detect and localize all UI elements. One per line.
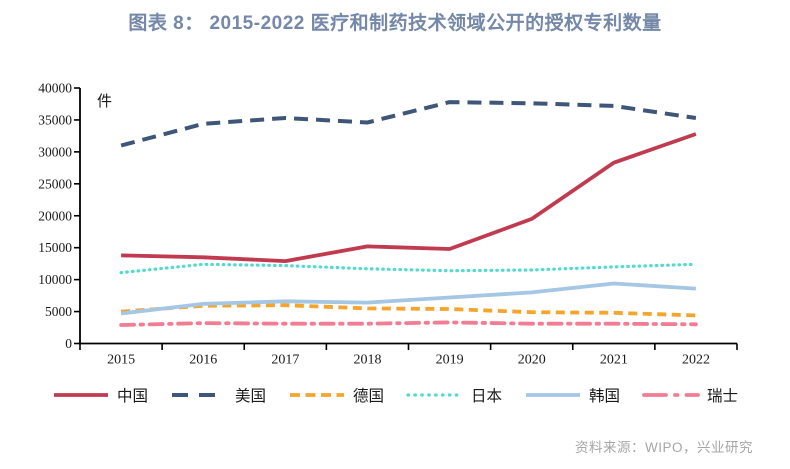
legend-label: 日本 <box>471 388 503 405</box>
legend-label: 韩国 <box>589 388 621 405</box>
x-axis-year-label: 2021 <box>600 353 628 368</box>
y-axis-tick-label: 0 <box>65 336 72 351</box>
legend-swatch <box>171 393 226 397</box>
legend: 中国 美国 德国 日本 韩国 瑞士 <box>30 384 760 406</box>
series-line-韩国 <box>120 281 697 316</box>
unit-label: 件 <box>97 94 113 110</box>
legend-swatch <box>642 393 700 397</box>
legend-swatch <box>526 393 581 397</box>
x-axis-year-label: 2022 <box>682 353 710 368</box>
x-axis-year-label: 2018 <box>353 353 381 368</box>
y-axis-tick-label: 15000 <box>38 240 72 255</box>
legend-item-德国: 德国 <box>288 384 384 406</box>
x-axis-year-label: 2016 <box>189 353 217 368</box>
legend-swatch <box>289 393 344 397</box>
y-axis-tick-label: 20000 <box>38 208 72 223</box>
chart-title: 图表 8： 2015-2022 医疗和制药技术领域公开的授权专利数量 <box>128 13 662 34</box>
y-axis-tick-label: 40000 <box>38 81 72 96</box>
legend-label: 中国 <box>116 388 148 405</box>
y-axis-tick-label: 35000 <box>38 112 72 127</box>
y-axis-tick-label: 30000 <box>38 144 72 159</box>
series-line-中国 <box>121 132 697 264</box>
y-axis-tick-label: 5000 <box>45 304 72 319</box>
source-note: 资料来源：WIPO，兴业研究 <box>575 440 753 455</box>
legend-label: 瑞士 <box>707 388 739 405</box>
x-axis-year-label: 2017 <box>271 353 299 368</box>
x-axis-year-label: 2015 <box>107 353 135 368</box>
legend-item-瑞士: 瑞士 <box>642 384 738 406</box>
legend-item-韩国: 韩国 <box>524 384 620 406</box>
legend-swatch <box>406 393 464 397</box>
legend-label: 德国 <box>352 388 384 405</box>
legend-item-美国: 美国 <box>170 384 266 406</box>
y-axis-tick-label: 25000 <box>38 176 72 191</box>
x-axis-year-label: 2020 <box>518 353 546 368</box>
series-line-德国 <box>120 303 696 318</box>
y-axis-tick-label: 10000 <box>38 272 72 287</box>
legend-label: 美国 <box>234 388 266 405</box>
legend-item-日本: 日本 <box>406 384 502 406</box>
x-axis-year-label: 2019 <box>436 353 464 368</box>
series-line-瑞士 <box>119 320 698 327</box>
series-line-日本 <box>119 262 698 275</box>
legend-item-中国: 中国 <box>52 384 148 406</box>
series-line-美国 <box>120 100 697 148</box>
legend-swatch <box>53 393 108 397</box>
